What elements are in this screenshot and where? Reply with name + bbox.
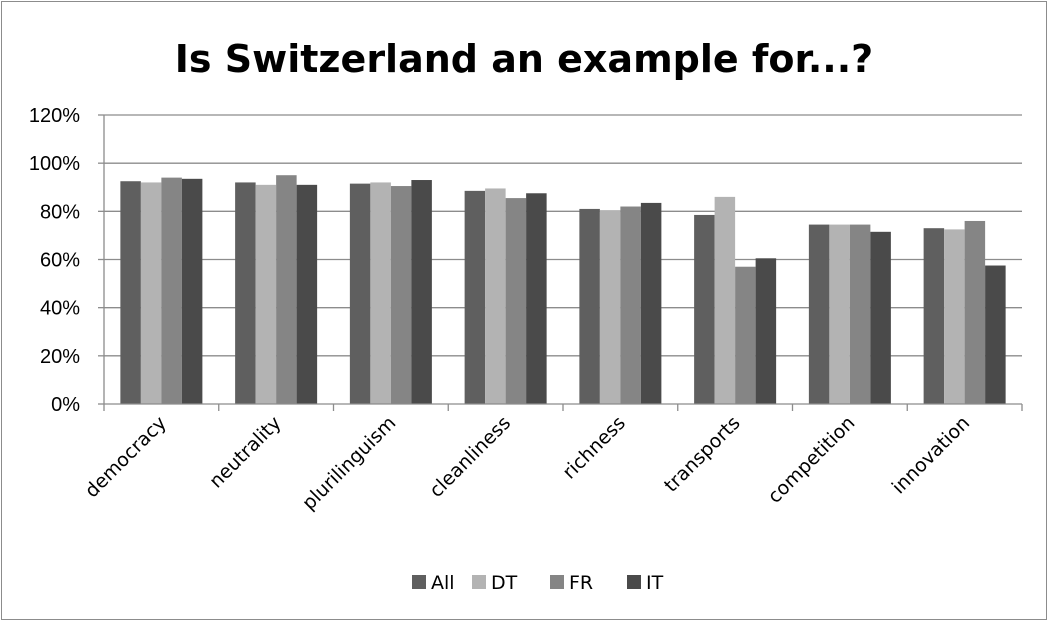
bar-it-democracy [181,178,203,404]
bar-it-neutrality [296,184,318,404]
bar-fr-transports [735,266,756,404]
legend: All DT FR IT [412,572,664,594]
bar-it-richness [640,202,662,404]
legend-label-fr: FR [569,572,593,594]
legend-swatch-dt [472,575,486,589]
bar-dt-democracy [140,182,162,404]
bar-fr-neutrality [276,175,297,404]
x-tick-label: innovation [888,412,974,498]
bar-it-competition [870,231,891,404]
bar-dt-competition [829,224,850,404]
legend-swatch-all [412,575,426,589]
bar-all-neutrality [235,182,256,404]
bar-it-transports [755,258,777,404]
x-tick-label: competition [764,412,860,508]
legend-swatch-it [627,575,641,589]
bar-dt-cleanliness [485,188,506,404]
bar-all-competition [808,224,830,404]
bar-fr-richness [620,206,641,404]
bar-all-plurilinguism [349,183,371,404]
y-tick-label: 60% [40,250,80,272]
bar-dt-plurilinguism [370,182,391,404]
bar-it-innovation [985,265,1006,404]
y-tick-label: 80% [40,201,80,223]
y-tick-label: 40% [40,298,80,320]
bar-all-richness [579,208,600,404]
bar-fr-innovation [964,220,986,404]
bar-fr-competition [849,224,871,404]
bar-it-plurilinguism [411,180,432,404]
y-tick-label: 120% [29,105,80,127]
bar-fr-cleanliness [505,198,527,404]
bar-all-transports [694,214,715,404]
y-tick-label: 100% [29,153,80,175]
bar-dt-innovation [944,229,965,404]
y-tick-label: 0% [51,394,80,416]
bar-dt-neutrality [255,184,277,404]
x-tick-label: plurilinguism [298,412,400,514]
bar-all-democracy [120,181,141,404]
bar-all-cleanliness [464,190,486,404]
bars [120,175,1006,404]
chart-title: Is Switzerland an example for...? [175,37,873,81]
x-tick-label: cleanliness [425,412,515,502]
x-tick-label: neutrality [205,412,286,493]
legend-label-it: IT [646,572,664,594]
bar-dt-transports [714,196,736,404]
x-tick-label: democracy [81,412,171,502]
x-tick-label: transports [660,412,745,497]
x-tick-label: richness [558,412,629,483]
bar-all-innovation [923,228,945,404]
bar-dt-richness [599,210,621,404]
legend-label-dt: DT [491,572,518,594]
bar-it-cleanliness [526,193,547,404]
legend-swatch-fr [550,575,564,589]
y-tick-label: 20% [40,346,80,368]
bar-fr-plurilinguism [390,186,412,404]
legend-label-all: All [431,572,455,594]
bar-fr-democracy [161,177,182,404]
